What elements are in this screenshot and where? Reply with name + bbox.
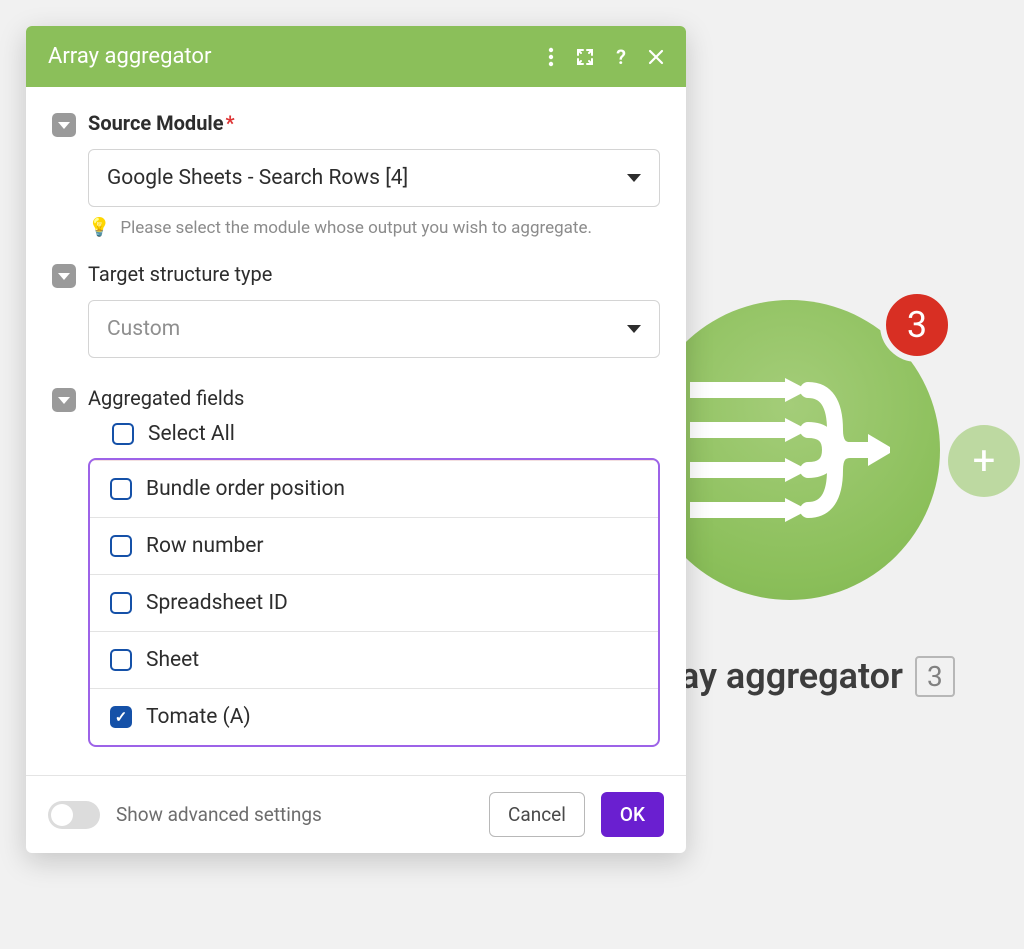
aggregator-arrows-icon — [690, 350, 890, 550]
node-label-text: ay aggregator — [680, 655, 903, 697]
panel-header: Array aggregator ? — [26, 26, 686, 87]
panel-footer: Show advanced settings Cancel OK — [26, 775, 686, 853]
collapse-toggle[interactable] — [52, 388, 76, 412]
node-label: ay aggregator 3 — [680, 655, 955, 697]
aggregated-fields-list: Bundle order position Row number Spreadshe… — [88, 458, 660, 747]
lightbulb-icon: 💡 — [88, 217, 110, 238]
source-module-label: Source Module* — [88, 111, 235, 135]
field-label: Spreadsheet ID — [146, 591, 288, 615]
more-icon[interactable] — [548, 47, 554, 67]
chevron-down-icon — [627, 325, 641, 333]
source-module-selected-value: Google Sheets - Search Rows [4] — [107, 166, 408, 190]
field-item[interactable]: Bundle order position — [90, 461, 658, 517]
panel-title: Array aggregator — [48, 44, 548, 69]
target-structure-selected-value: Custom — [107, 317, 180, 341]
field-label: Bundle order position — [146, 477, 345, 501]
advanced-settings-label: Show advanced settings — [116, 803, 473, 826]
field-label: Row number — [146, 534, 264, 558]
ok-button[interactable]: OK — [601, 792, 664, 837]
field-checkbox[interactable] — [110, 706, 132, 728]
select-all-label: Select All — [148, 422, 235, 446]
source-module-hint-text: Please select the module whose output yo… — [120, 218, 592, 238]
help-icon[interactable]: ? — [616, 45, 626, 69]
advanced-settings-toggle[interactable] — [48, 801, 100, 829]
select-all-row[interactable]: Select All — [112, 422, 660, 446]
field-item[interactable]: Sheet — [90, 631, 658, 688]
expand-icon[interactable] — [576, 48, 594, 66]
field-label: Sheet — [146, 648, 199, 672]
collapse-toggle[interactable] — [52, 113, 76, 137]
close-icon[interactable] — [648, 49, 664, 65]
field-item[interactable]: Tomate (A) — [90, 688, 658, 745]
toggle-knob — [51, 804, 73, 826]
node-label-number: 3 — [915, 656, 955, 697]
field-checkbox[interactable] — [110, 592, 132, 614]
field-item[interactable]: Spreadsheet ID — [90, 574, 658, 631]
source-module-select[interactable]: Google Sheets - Search Rows [4] — [88, 149, 660, 207]
node-count-badge: 3 — [880, 288, 954, 362]
source-module-hint: 💡 Please select the module whose output … — [88, 217, 660, 238]
target-structure-label: Target structure type — [88, 262, 272, 286]
aggregator-config-panel: Array aggregator ? Sou — [26, 26, 686, 853]
field-checkbox[interactable] — [110, 649, 132, 671]
field-checkbox[interactable] — [110, 535, 132, 557]
cancel-button[interactable]: Cancel — [489, 792, 585, 837]
collapse-toggle[interactable] — [52, 264, 76, 288]
aggregated-fields-label: Aggregated fields — [88, 386, 244, 410]
aggregator-node[interactable]: 3 + — [640, 290, 960, 610]
field-checkbox[interactable] — [110, 478, 132, 500]
select-all-checkbox[interactable] — [112, 423, 134, 445]
add-node-button[interactable]: + — [948, 425, 1020, 497]
chevron-down-icon — [627, 174, 641, 182]
target-structure-select[interactable]: Custom — [88, 300, 660, 358]
field-label: Tomate (A) — [146, 705, 251, 729]
field-item[interactable]: Row number — [90, 517, 658, 574]
